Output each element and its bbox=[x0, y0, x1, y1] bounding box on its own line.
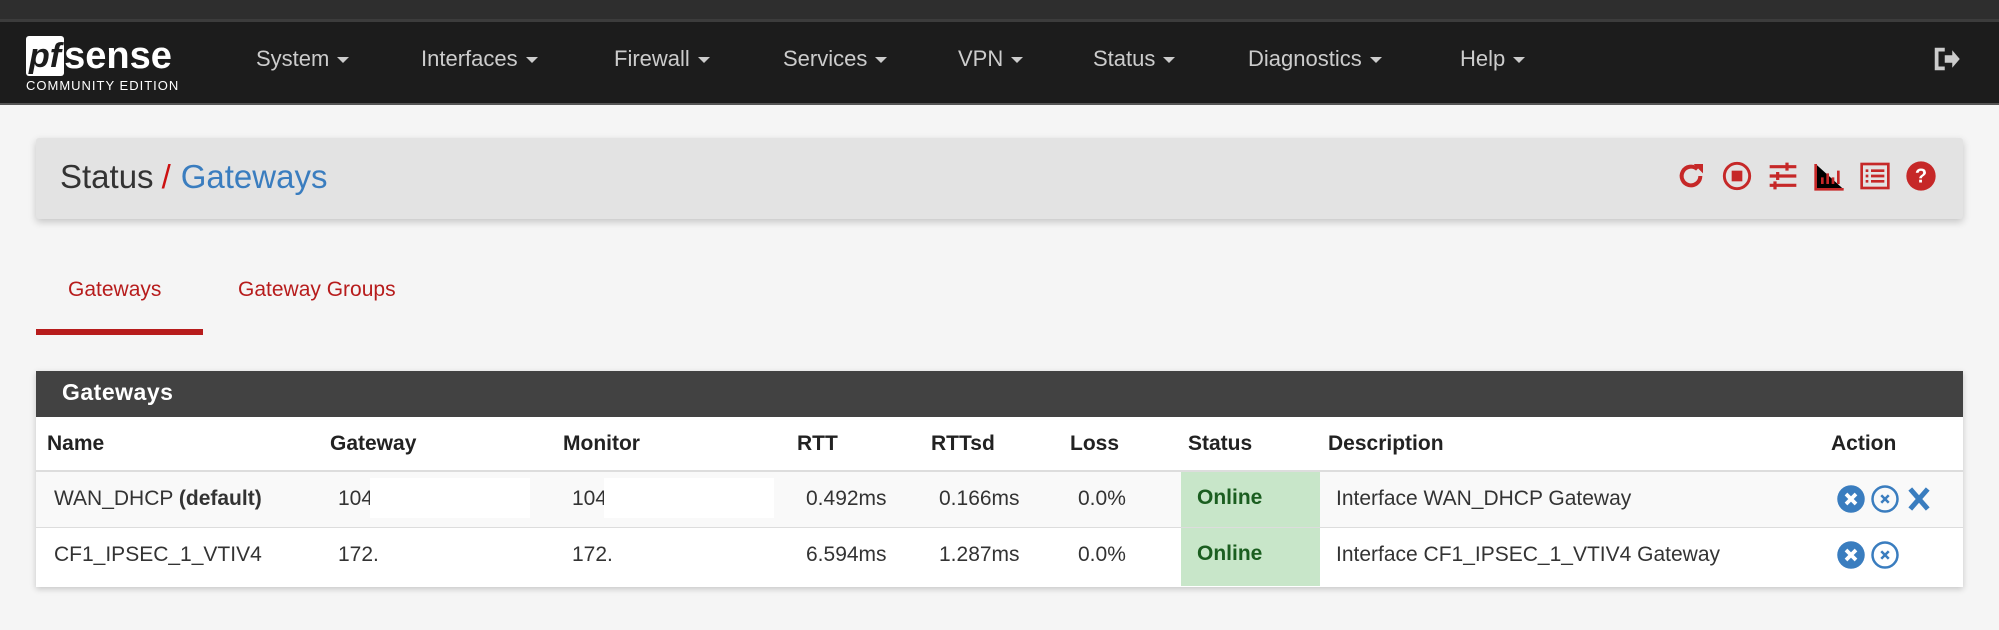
loss-value: 0.0% bbox=[1078, 543, 1126, 566]
nav-firewall[interactable]: Firewall bbox=[614, 46, 710, 72]
browser-strip bbox=[0, 0, 1999, 22]
gateway-description: Interface CF1_IPSEC_1_VTIV4 Gateway bbox=[1336, 543, 1721, 566]
col-rttsd[interactable]: RTTsd bbox=[931, 432, 995, 455]
logo-pf: pf bbox=[26, 36, 65, 76]
status-badge: Online bbox=[1181, 472, 1320, 527]
tab-gateways[interactable]: Gateways bbox=[68, 278, 162, 301]
remove-circle-icon[interactable] bbox=[1836, 540, 1866, 570]
breadcrumb-current[interactable]: Gateways bbox=[180, 158, 328, 195]
col-description[interactable]: Description bbox=[1328, 432, 1444, 455]
nav-diagnostics[interactable]: Diagnostics bbox=[1248, 46, 1382, 72]
close-circle-icon[interactable] bbox=[1870, 484, 1900, 514]
col-gateway[interactable]: Gateway bbox=[330, 432, 417, 455]
logo-edition: COMMUNITY EDITION bbox=[26, 78, 180, 93]
bar-chart-icon[interactable] bbox=[1813, 160, 1845, 192]
x-icon[interactable] bbox=[1904, 484, 1934, 514]
col-loss[interactable]: Loss bbox=[1070, 432, 1120, 455]
nav-status[interactable]: Status bbox=[1093, 46, 1176, 72]
table-header: Name Gateway Monitor RTT RTTsd Loss Stat… bbox=[36, 417, 1963, 472]
panel-title: Gateways bbox=[36, 371, 1963, 417]
breadcrumb-parent[interactable]: Status bbox=[60, 158, 154, 195]
col-monitor[interactable]: Monitor bbox=[563, 432, 640, 455]
caret-down-icon bbox=[525, 57, 538, 64]
gateway-name: WAN_DHCP (default) bbox=[54, 487, 262, 510]
caret-down-icon bbox=[337, 57, 350, 64]
navbar: pfsense COMMUNITY EDITION System Interfa… bbox=[0, 22, 1999, 105]
rtt-value: 6.594ms bbox=[806, 543, 887, 566]
stop-circle-icon[interactable] bbox=[1721, 160, 1753, 192]
nav-interfaces[interactable]: Interfaces bbox=[421, 46, 538, 72]
caret-down-icon bbox=[1369, 57, 1382, 64]
refresh-icon[interactable] bbox=[1675, 160, 1707, 192]
active-tab-indicator bbox=[36, 329, 203, 335]
col-status[interactable]: Status bbox=[1188, 432, 1253, 455]
col-rtt[interactable]: RTT bbox=[797, 432, 838, 455]
nav-system[interactable]: System bbox=[256, 46, 350, 72]
nav-help[interactable]: Help bbox=[1460, 46, 1526, 72]
rttsd-value: 1.287ms bbox=[939, 543, 1020, 566]
caret-down-icon bbox=[875, 57, 888, 64]
caret-down-icon bbox=[697, 57, 710, 64]
gateway-address: 172. bbox=[338, 543, 379, 566]
close-circle-icon[interactable] bbox=[1870, 540, 1900, 570]
loss-value: 0.0% bbox=[1078, 487, 1126, 510]
monitor-address: 172. bbox=[572, 543, 613, 566]
sliders-icon[interactable] bbox=[1767, 160, 1799, 192]
breadcrumb-separator: / bbox=[161, 158, 171, 195]
rtt-value: 0.492ms bbox=[806, 487, 887, 510]
table-row: CF1_IPSEC_1_VTIV4 172. 172. 6.594ms 1.28… bbox=[36, 528, 1963, 586]
col-name[interactable]: Name bbox=[47, 432, 105, 455]
gateway-address: 104. bbox=[338, 487, 379, 510]
rttsd-value: 0.166ms bbox=[939, 487, 1020, 510]
gateway-description: Interface WAN_DHCP Gateway bbox=[1336, 487, 1632, 510]
logout-icon[interactable] bbox=[1931, 44, 1961, 81]
col-action: Action bbox=[1831, 432, 1897, 455]
caret-down-icon bbox=[1011, 57, 1024, 64]
monitor-address: 104. bbox=[572, 487, 613, 510]
table-row: WAN_DHCP (default) 104. 104. 0.492ms 0.1… bbox=[36, 472, 1963, 528]
nav-vpn[interactable]: VPN bbox=[958, 46, 1024, 72]
redaction bbox=[370, 478, 530, 518]
redaction bbox=[604, 478, 774, 518]
svg-text:?: ? bbox=[1915, 166, 1927, 188]
tab-gateway-groups[interactable]: Gateway Groups bbox=[238, 278, 396, 301]
caret-down-icon bbox=[1163, 57, 1176, 64]
help-icon[interactable]: ? bbox=[1905, 160, 1937, 192]
status-badge: Online bbox=[1181, 528, 1320, 586]
pfsense-logo[interactable]: pfsense COMMUNITY EDITION bbox=[26, 36, 179, 93]
gateway-name: CF1_IPSEC_1_VTIV4 bbox=[54, 543, 262, 566]
nav-services[interactable]: Services bbox=[783, 46, 888, 72]
caret-down-icon bbox=[1513, 57, 1526, 64]
remove-circle-icon[interactable] bbox=[1836, 484, 1866, 514]
breadcrumb: Status / Gateways bbox=[60, 158, 327, 196]
gateways-panel: Gateways Name Gateway Monitor RTT RTTsd … bbox=[36, 371, 1963, 587]
list-icon[interactable] bbox=[1859, 160, 1891, 192]
breadcrumb-bar: Status / Gateways ? bbox=[36, 138, 1963, 219]
logo-sense: sense bbox=[64, 35, 172, 77]
